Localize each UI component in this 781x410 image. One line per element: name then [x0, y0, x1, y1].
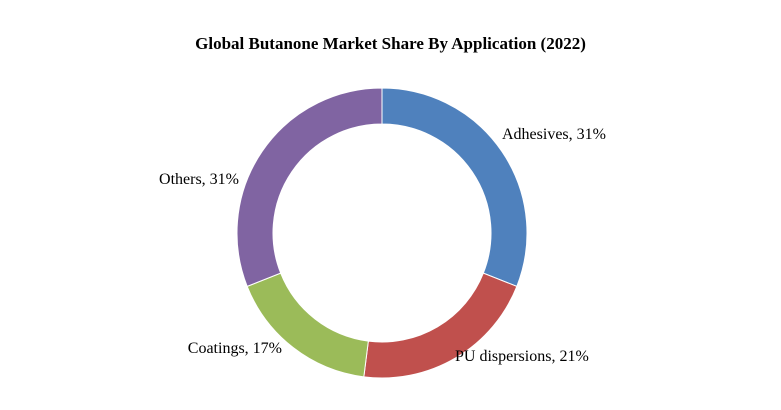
- slice-coatings: [246, 272, 369, 378]
- label-coatings: Coatings, 17%: [188, 340, 282, 357]
- chart-title: Global Butanone Market Share By Applicat…: [195, 34, 586, 53]
- label-pu-dispersions: PU dispersions, 21%: [455, 348, 589, 365]
- label-adhesives: Adhesives, 31%: [502, 126, 606, 143]
- label-others: Others, 31%: [159, 171, 239, 188]
- slice-adhesives: [381, 87, 528, 288]
- slice-others: [236, 87, 383, 288]
